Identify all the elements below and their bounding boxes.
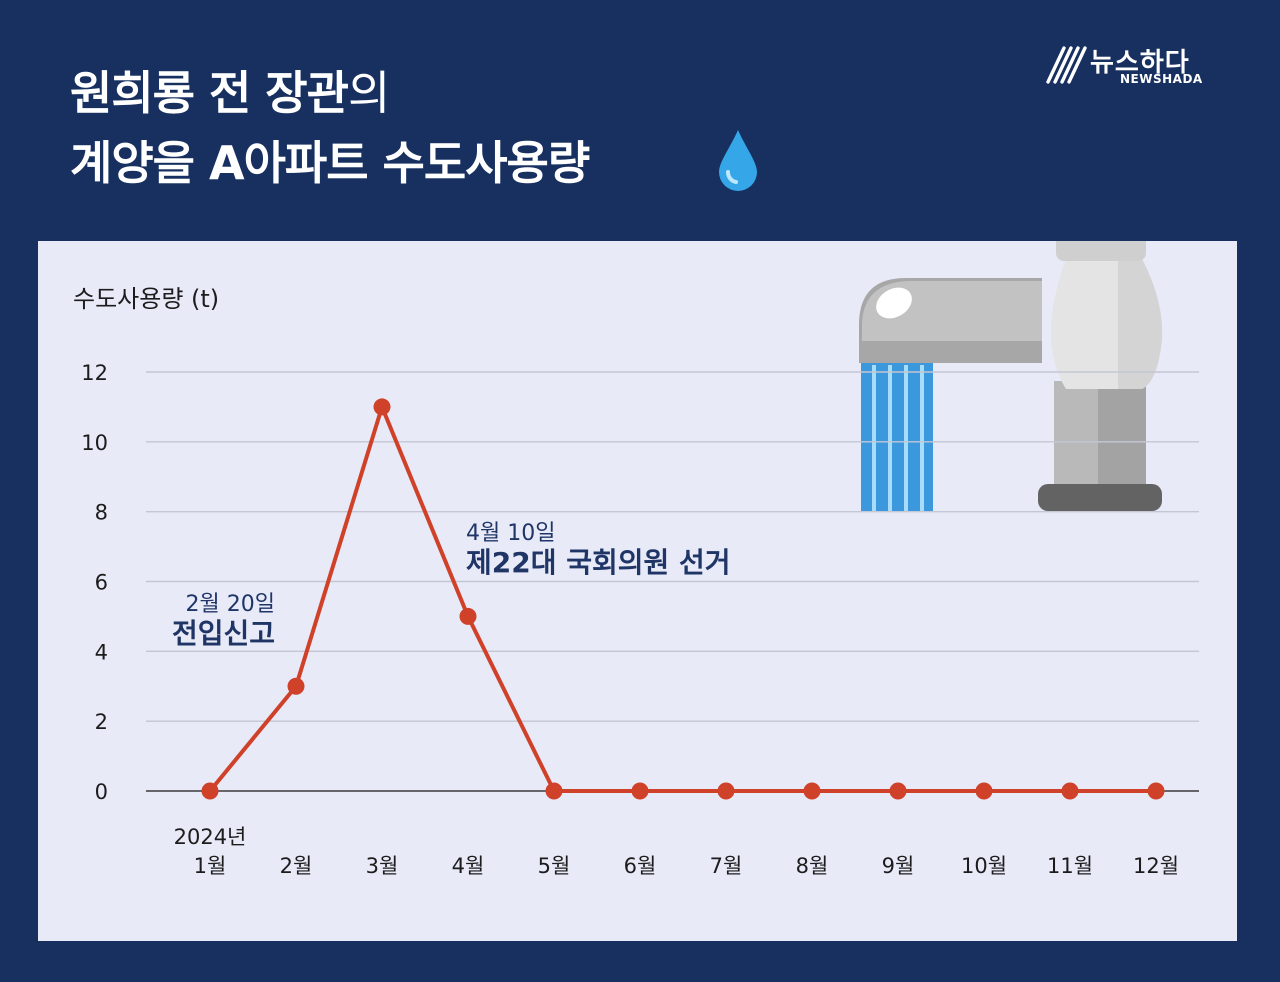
x-tick-label: 4월 xyxy=(452,854,485,878)
logo-name: 뉴스하다 xyxy=(1090,48,1190,78)
water-drop-icon xyxy=(719,130,757,191)
y-tick-label: 0 xyxy=(95,780,108,804)
y-tick-label: 8 xyxy=(95,501,108,525)
annotation-date-2: 4월 10일 xyxy=(466,521,555,546)
data-point xyxy=(201,782,219,800)
annotation-date-1: 2월 20일 xyxy=(186,592,275,617)
x-tick-label: 1월 xyxy=(194,854,227,878)
data-point xyxy=(545,782,563,800)
title-line-1: 원희룡 전 장관의 xyxy=(70,66,390,120)
y-tick-label: 10 xyxy=(81,431,108,455)
x-tick-label: 5월 xyxy=(538,854,571,878)
x-tick-label: 7월 xyxy=(710,854,743,878)
data-point xyxy=(459,607,477,625)
annotation-label-1: 전입신고 xyxy=(172,617,275,650)
title-line-2: 계양을 A아파트 수도사용량 xyxy=(70,136,590,190)
series-line xyxy=(208,404,1156,793)
x-tick-label: 10월 xyxy=(961,854,1007,878)
chart-panel: 수도사용량 (t) 0 2 4 6 8 10 12 2024년 1월 2월 3월 4월 5월 6월 7월 8월 9… xyxy=(38,241,1237,941)
faucet-icon xyxy=(859,241,1163,512)
y-tick-label: 2 xyxy=(95,710,108,734)
x-tick-label: 12월 xyxy=(1133,854,1179,878)
x-tick-label: 6월 xyxy=(624,854,657,878)
x-tick-label: 11월 xyxy=(1047,854,1093,878)
data-point xyxy=(717,782,735,800)
y-tick-label: 12 xyxy=(81,361,108,385)
page-title: 원희룡 전 장관의 계양을 A아파트 수도사용량 xyxy=(70,58,590,198)
data-point xyxy=(373,398,391,416)
x-tick-label: 9월 xyxy=(882,854,915,878)
data-point xyxy=(631,782,649,800)
data-point xyxy=(1147,782,1165,800)
year-label: 2024년 xyxy=(174,825,247,849)
data-point xyxy=(889,782,907,800)
y-tick-label: 6 xyxy=(95,571,108,595)
y-axis-label: 수도사용량 (t) xyxy=(73,285,219,313)
data-point xyxy=(803,782,821,800)
x-tick-label: 2월 xyxy=(280,854,313,878)
annotation-label-2: 제22대 국회의원 선거 xyxy=(466,546,731,579)
y-tick-label: 4 xyxy=(95,640,108,664)
logo-sub: NEWSHADA xyxy=(1120,72,1203,86)
chart-layer: 수도사용량 (t) 0 2 4 6 8 10 12 2024년 1월 2월 3월 4월 5월 6월 7월 8월 9… xyxy=(73,285,1199,878)
x-tick-label: 3월 xyxy=(366,854,399,878)
data-point xyxy=(287,677,305,695)
x-tick-label: 8월 xyxy=(796,854,829,878)
data-point xyxy=(1061,782,1079,800)
line-chart: 수도사용량 (t) 0 2 4 6 8 10 12 2024년 1월 2월 3월 4월 5월 6월 7월 8월 9… xyxy=(73,241,1199,878)
data-point xyxy=(975,782,993,800)
slash-stripes-icon xyxy=(1046,46,1087,84)
faucet-water xyxy=(861,362,933,512)
